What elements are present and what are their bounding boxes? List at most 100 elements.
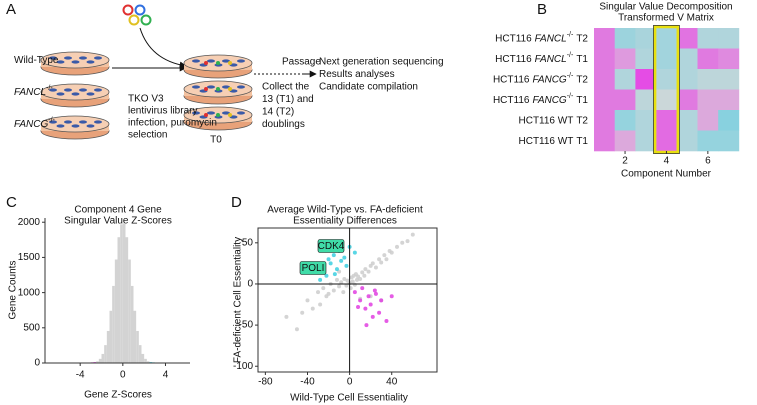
dish-top <box>40 83 110 101</box>
annotation: CDK4 <box>318 241 345 252</box>
row-label: HCT116 FANCG-/- T1 <box>493 93 588 106</box>
heatmap-cell <box>697 130 719 152</box>
row-label: HCT116 FANCG-/- T2 <box>493 72 588 85</box>
heatmap-cell <box>614 28 636 49</box>
histogram-bar <box>125 237 129 363</box>
marked-cell <box>216 87 220 91</box>
chart-title: Component 4 Gene <box>74 205 162 216</box>
heatmap-cell <box>656 48 678 70</box>
histogram-bar <box>146 361 150 363</box>
row-label-part: FANCL <box>14 87 46 98</box>
y-tick-label: 500 <box>23 322 40 333</box>
cell <box>49 88 57 92</box>
histogram-bar <box>98 358 102 363</box>
dish-top <box>40 51 110 69</box>
row-label: FANCL-/- <box>14 85 53 98</box>
heatmap-cell <box>594 130 615 152</box>
scatter-point <box>366 294 371 299</box>
x-tick-label: 0 <box>347 377 353 388</box>
scatter-point <box>370 314 375 319</box>
y-tick-label: 2000 <box>18 217 41 228</box>
scatter-point <box>344 263 349 268</box>
scatter-point <box>358 298 363 303</box>
collect-text: 13 (T1) and <box>262 94 314 105</box>
library-icon <box>140 14 152 26</box>
heatmap-cell <box>676 130 698 152</box>
scatter-point <box>372 288 377 293</box>
y-axis-label: FA-deficient Cell Essentiality <box>233 237 244 363</box>
x-tick-label: 4 <box>163 370 169 381</box>
scatter-point <box>284 314 289 319</box>
cell <box>222 85 230 89</box>
cell <box>192 59 200 63</box>
scatter-point <box>342 277 347 282</box>
library-icon <box>122 4 134 16</box>
heatmap-cell <box>594 69 615 90</box>
cell <box>237 111 245 115</box>
scatter-point <box>316 290 321 295</box>
passage-label: Passage <box>282 57 321 68</box>
row-label-part: T1 <box>576 94 588 105</box>
scatter-point <box>324 273 329 278</box>
scatter-point <box>363 306 368 311</box>
scatter-point <box>326 257 331 262</box>
heatmap-cell <box>676 89 698 111</box>
histogram-bar <box>114 259 118 363</box>
scatter-point <box>339 280 344 285</box>
row-label-part: HCT116 WT <box>519 115 574 126</box>
timepoint: T0 <box>210 135 222 146</box>
y-tick-label: -50 <box>239 320 254 331</box>
dish-top <box>40 115 110 133</box>
heatmap-cell <box>635 130 657 152</box>
scatter-point <box>326 291 331 296</box>
heatmap-cell <box>718 130 740 152</box>
marked-cell <box>216 113 220 117</box>
y-tick-label: -100 <box>233 361 253 372</box>
heatmap-cell <box>635 110 657 131</box>
scatter-point <box>384 318 389 323</box>
scatter-point <box>334 277 339 282</box>
heatmap-cell <box>697 89 719 111</box>
cell <box>207 111 215 115</box>
row-label-part: T1 <box>576 135 588 146</box>
marked-cell <box>228 113 232 117</box>
scatter-point <box>364 323 369 328</box>
cell <box>64 56 72 60</box>
heatmap-cell <box>718 89 740 111</box>
cell <box>237 59 245 63</box>
protocol-text: infection, puromycin <box>128 118 217 129</box>
cell <box>94 56 102 60</box>
scatter-point <box>384 257 389 262</box>
histogram-bar <box>117 237 121 363</box>
row-label: HCT116 FANCL-/- T2 <box>495 31 588 44</box>
histogram-bar <box>144 358 147 363</box>
row-label: HCT116 FANCL-/- T1 <box>495 52 588 65</box>
histogram-bar <box>122 223 126 363</box>
cell <box>71 124 80 128</box>
cell <box>79 56 87 60</box>
scatter-point <box>368 302 373 307</box>
panel-label: D <box>231 194 242 211</box>
scatter-point <box>370 261 375 266</box>
cell <box>237 85 245 89</box>
row-label-part: HCT116 <box>495 53 532 64</box>
scatter-point <box>366 269 371 274</box>
y-tick-label: 0 <box>247 279 253 290</box>
cell <box>94 120 102 124</box>
cell <box>207 85 215 89</box>
row-label-part: Wild-Type <box>14 55 59 66</box>
scatter-point <box>352 282 357 287</box>
scatter-point <box>394 244 399 249</box>
scatter-point <box>342 255 347 260</box>
scatter-point <box>373 291 378 296</box>
collect-text: 14 (T2) <box>262 107 294 118</box>
row-label-part: FANCG <box>532 94 566 105</box>
scatter-point <box>389 250 394 255</box>
cell <box>222 59 230 63</box>
protocol-text: TKO V3 <box>128 94 164 105</box>
scatter-point <box>373 265 378 270</box>
protocol-text: lentivirus library <box>128 106 197 117</box>
scatter-point <box>360 270 365 275</box>
scatter-point <box>294 327 299 332</box>
